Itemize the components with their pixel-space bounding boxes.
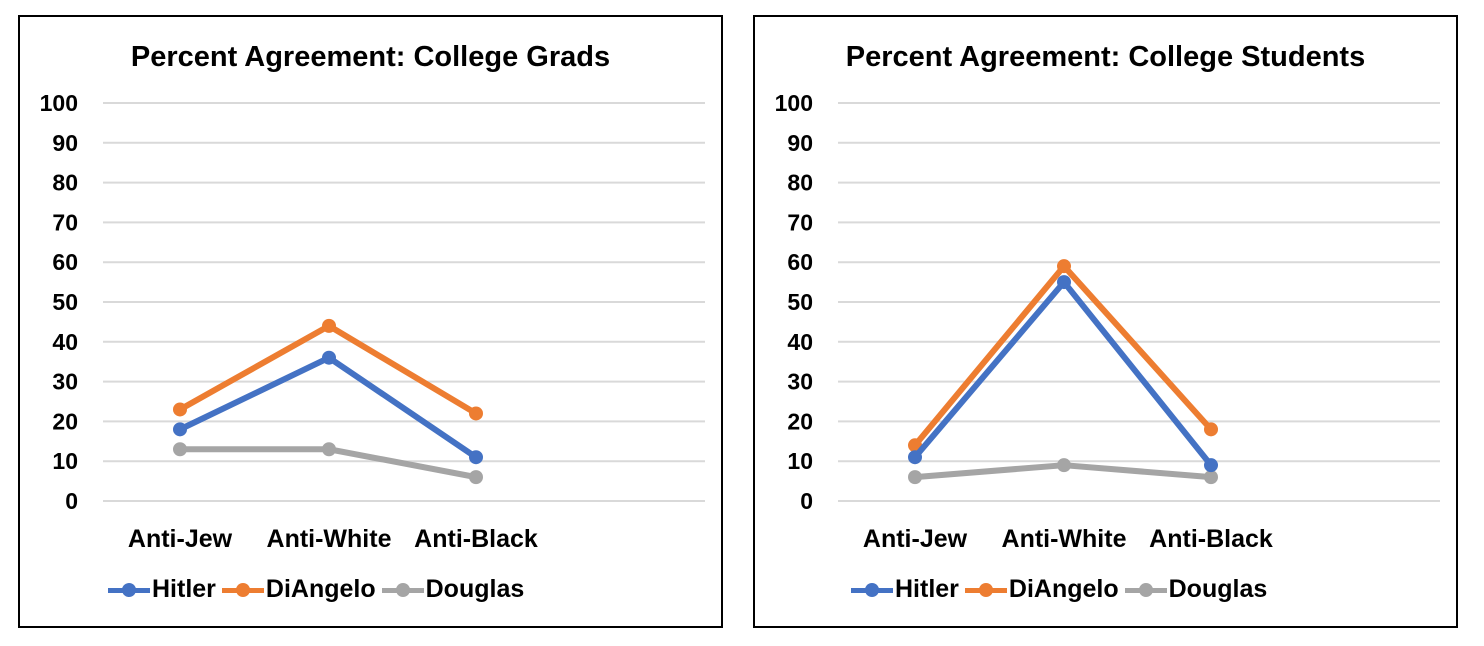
y-tick-label: 10 (787, 448, 813, 474)
line-chart-college-grads: 0 10 20 30 40 50 60 70 80 90 100 Anti-Jew Anti-White… (40, 90, 705, 553)
data-point-diangelo (322, 318, 336, 333)
legend-swatch (1124, 580, 1167, 600)
data-point-douglas (908, 470, 922, 485)
y-tick-label: 20 (52, 408, 78, 434)
chart-panel-college-students: Percent Agreement: College Students 0 10 2… (753, 15, 1458, 628)
data-point-hitler (908, 450, 922, 465)
y-tick-label: 30 (52, 369, 78, 395)
data-point-hitler (1204, 458, 1218, 473)
series-line-hitler (912, 279, 1214, 469)
y-tick-label: 20 (787, 408, 813, 434)
x-tick-label: Anti-Jew (128, 525, 233, 553)
series-line-diangelo (912, 263, 1214, 449)
data-point-hitler (173, 422, 187, 437)
y-tick-label: 80 (787, 170, 813, 196)
legend-swatch (221, 580, 264, 600)
legend-label: DiAngelo (1008, 575, 1119, 603)
series-line-hitler (177, 354, 479, 461)
legend-label: Hitler (895, 575, 959, 603)
y-tick-label: 40 (787, 329, 813, 355)
y-tick-label: 50 (787, 289, 813, 315)
y-tick-label: 70 (52, 209, 78, 235)
y-tick-label: 40 (52, 329, 78, 355)
legend-swatch (964, 580, 1007, 600)
legend-item-douglas: Douglas (1124, 575, 1268, 604)
legend-item-douglas: Douglas (381, 575, 525, 604)
data-point-diangelo (1204, 422, 1218, 437)
legend-swatch (851, 580, 893, 600)
y-tick-label: 70 (787, 209, 813, 235)
data-point-douglas (322, 442, 336, 457)
legend-item-diangelo: DiAngelo (964, 575, 1119, 604)
legend-item-hitler: Hitler (851, 575, 959, 604)
x-tick-label: Anti-White (267, 525, 392, 553)
legend-swatch (381, 580, 424, 600)
x-tick-label: Anti-White (1002, 525, 1127, 553)
legend-label: DiAngelo (265, 575, 376, 603)
data-point-hitler (1057, 275, 1071, 290)
y-tick-label: 0 (800, 488, 813, 514)
y-tick-label: 60 (52, 249, 78, 275)
data-point-douglas (173, 442, 187, 457)
legend-label: Douglas (425, 575, 525, 603)
data-point-diangelo (1057, 259, 1071, 274)
chart-title: Percent Agreement: College Students (845, 41, 1366, 73)
x-tick-label: Anti-Black (1149, 525, 1273, 553)
chart-legend: Hitler DiAngelo Douglas (108, 575, 530, 604)
data-point-douglas (1057, 458, 1071, 473)
y-tick-label: 90 (787, 130, 813, 156)
y-tick-label: 10 (52, 448, 78, 474)
data-point-diangelo (173, 402, 187, 417)
chart-legend: Hitler DiAngelo Douglas (851, 575, 1273, 604)
data-point-diangelo (469, 406, 483, 421)
y-tick-label: 30 (787, 369, 813, 395)
y-tick-label: 80 (52, 170, 78, 196)
y-tick-label: 100 (40, 90, 78, 116)
legend-swatch (108, 580, 150, 600)
y-tick-label: 60 (787, 249, 813, 275)
legend-label: Hitler (152, 575, 216, 603)
data-point-hitler (469, 450, 483, 465)
y-tick-label: 100 (775, 90, 813, 116)
y-tick-label: 0 (65, 488, 78, 514)
legend-item-diangelo: DiAngelo (221, 575, 376, 604)
x-tick-label: Anti-Jew (863, 525, 968, 553)
legend-label: Douglas (1168, 575, 1268, 603)
data-point-douglas (469, 470, 483, 485)
chart-panel-college-grads: Percent Agreement: College Grads 0 10 20 30… (18, 15, 723, 628)
y-tick-label: 50 (52, 289, 78, 315)
data-point-hitler (322, 350, 336, 365)
legend-item-hitler: Hitler (108, 575, 216, 604)
chart-title: Percent Agreement: College Grads (130, 41, 611, 73)
y-tick-label: 90 (52, 130, 78, 156)
data-point-douglas (1204, 470, 1218, 485)
x-tick-label: Anti-Black (414, 525, 538, 553)
series-line-diangelo (177, 322, 479, 417)
line-chart-college-students: 0 10 20 30 40 50 60 70 80 90 100 Anti-Jew Anti-White… (775, 90, 1440, 553)
